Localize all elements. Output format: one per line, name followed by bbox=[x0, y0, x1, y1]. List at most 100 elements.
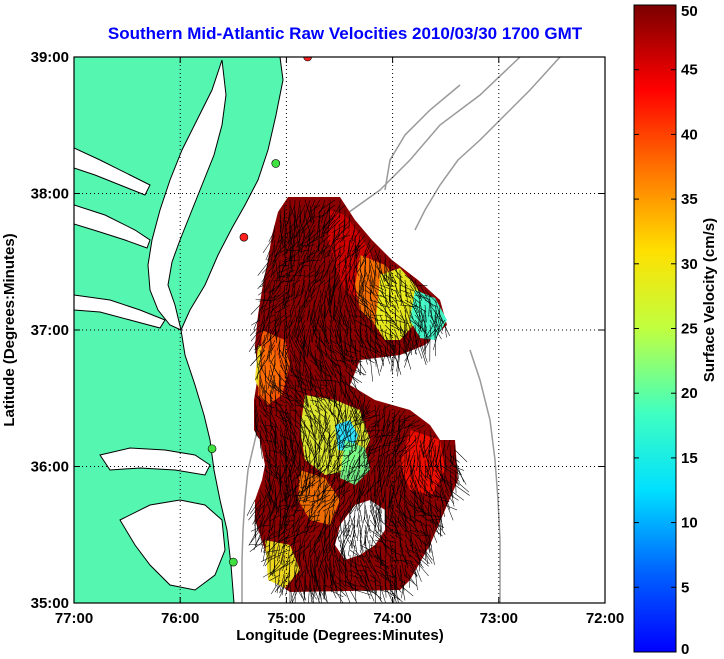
velocity-vector-549 bbox=[404, 309, 408, 336]
velocity-vector-992 bbox=[284, 389, 293, 408]
velocity-vector-1876 bbox=[270, 514, 281, 521]
velocity-vector-1100 bbox=[340, 409, 346, 421]
velocity-vector-1904 bbox=[419, 514, 435, 525]
velocity-vector-1383 bbox=[344, 449, 356, 460]
velocity-vector-1331 bbox=[289, 444, 299, 465]
station-marker-4 bbox=[229, 557, 238, 567]
velocity-vector-14 bbox=[299, 204, 302, 223]
velocity-vector-379 bbox=[414, 284, 428, 286]
velocity-vector-1674 bbox=[444, 484, 450, 494]
velocity-vector-1120 bbox=[289, 414, 296, 422]
velocity-vector-1598 bbox=[454, 474, 460, 483]
velocity-vector-148 bbox=[291, 244, 306, 260]
velocity-vector-1010 bbox=[269, 394, 273, 414]
velocity-vector-229 bbox=[357, 259, 366, 272]
velocity-vector-1370 bbox=[286, 449, 291, 462]
velocity-vector-1006 bbox=[350, 389, 356, 409]
velocity-vector-2203 bbox=[359, 559, 369, 581]
velocity-vector-1284 bbox=[423, 434, 426, 449]
velocity-vector-1485 bbox=[279, 464, 281, 482]
velocity-vector-2330 bbox=[289, 584, 293, 603]
velocity-vector-1460 bbox=[337, 459, 351, 468]
velocity-vector-1264 bbox=[318, 434, 326, 450]
velocity-vector-1958 bbox=[306, 524, 316, 529]
velocity-vector-605 bbox=[314, 319, 317, 343]
velocity-vector-1787 bbox=[414, 499, 422, 510]
velocity-vector-638 bbox=[288, 324, 291, 344]
velocity-vector-534 bbox=[329, 309, 333, 324]
velocity-vector-218 bbox=[298, 259, 311, 266]
bathymetry-contour-4 bbox=[469, 349, 501, 603]
velocity-vector-1262 bbox=[314, 434, 317, 452]
velocity-vector-836 bbox=[379, 349, 391, 358]
velocity-vector-1574 bbox=[331, 474, 336, 487]
velocity-vector-328 bbox=[308, 279, 316, 286]
velocity-vector-1694 bbox=[331, 489, 346, 501]
velocity-vector-1197 bbox=[334, 424, 341, 446]
velocity-vector-963 bbox=[324, 379, 334, 382]
velocity-vector-716 bbox=[302, 334, 306, 360]
velocity-vector-1168 bbox=[364, 419, 367, 433]
velocity-vector-1359 bbox=[427, 444, 431, 457]
velocity-vector-494 bbox=[309, 304, 316, 327]
velocity-vector-748 bbox=[281, 339, 286, 357]
velocity-vector-1297 bbox=[309, 439, 316, 458]
velocity-vector-79 bbox=[321, 224, 331, 236]
velocity-vector-613 bbox=[354, 319, 367, 327]
velocity-vector-129 bbox=[295, 239, 311, 248]
velocity-vector-597 bbox=[269, 319, 276, 324]
velocity-vector-1200 bbox=[345, 424, 356, 435]
velocity-vector-338 bbox=[364, 279, 366, 295]
velocity-vector-1295 bbox=[292, 439, 301, 464]
velocity-vector-885 bbox=[329, 359, 338, 367]
x-axis-label: Longitude (Degrees:Minutes) bbox=[236, 627, 444, 644]
velocity-vector-1709 bbox=[419, 489, 424, 500]
velocity-vector-1021 bbox=[324, 394, 333, 406]
velocity-vector-211 bbox=[270, 259, 276, 278]
velocity-vector-157 bbox=[347, 244, 351, 255]
velocity-vector-1124 bbox=[309, 414, 313, 432]
velocity-vector-278 bbox=[350, 269, 356, 284]
velocity-vector-74 bbox=[297, 224, 306, 247]
velocity-vector-1333 bbox=[299, 444, 304, 461]
velocity-vector-2095 bbox=[294, 544, 301, 567]
velocity-vector-1527 bbox=[294, 469, 300, 484]
velocity-vector-673 bbox=[274, 329, 278, 344]
velocity-vector-1685 bbox=[293, 489, 301, 508]
velocity-vector-2138 bbox=[349, 549, 361, 558]
velocity-vector-1928 bbox=[338, 519, 351, 539]
velocity-vector-2093 bbox=[286, 544, 291, 571]
velocity-vector-780 bbox=[260, 344, 266, 359]
velocity-vector-436 bbox=[374, 294, 383, 297]
velocity-vector-1206 bbox=[380, 424, 386, 443]
velocity-vector-118 bbox=[336, 234, 351, 241]
velocity-vector-268 bbox=[301, 269, 306, 295]
velocity-vector-789 bbox=[309, 344, 312, 356]
velocity-vector-2091 bbox=[277, 544, 281, 562]
velocity-vector-1653 bbox=[329, 484, 341, 501]
velocity-vector-845 bbox=[258, 354, 271, 373]
velocity-vector-644 bbox=[319, 324, 329, 345]
velocity-vector-275 bbox=[330, 269, 341, 291]
velocity-vector-1235 bbox=[348, 429, 356, 437]
velocity-vector-1375 bbox=[314, 449, 320, 477]
velocity-vector-2005 bbox=[369, 529, 382, 538]
velocity-vector-1058 bbox=[274, 404, 285, 421]
velocity-vector-2051 bbox=[419, 534, 432, 537]
colorbar-tick-label: 10 bbox=[681, 515, 698, 532]
velocity-vector-1170 bbox=[374, 419, 377, 444]
velocity-vector-2084 bbox=[414, 539, 421, 554]
velocity-vector-829 bbox=[344, 349, 358, 355]
velocity-vector-875 bbox=[279, 359, 284, 370]
velocity-vector-834 bbox=[369, 349, 377, 363]
velocity-vector-1701 bbox=[372, 489, 381, 510]
velocity-vector-319 bbox=[263, 279, 271, 294]
velocity-vector-471 bbox=[379, 299, 389, 317]
velocity-vector-1394 bbox=[407, 449, 411, 462]
velocity-vector-458 bbox=[310, 299, 316, 320]
velocity-vector-1041 bbox=[309, 399, 320, 403]
velocity-vector-615 bbox=[364, 319, 368, 337]
velocity-vector-1816 bbox=[364, 504, 369, 519]
velocity-vector-336 bbox=[351, 279, 356, 295]
velocity-vector-2004 bbox=[364, 529, 367, 546]
